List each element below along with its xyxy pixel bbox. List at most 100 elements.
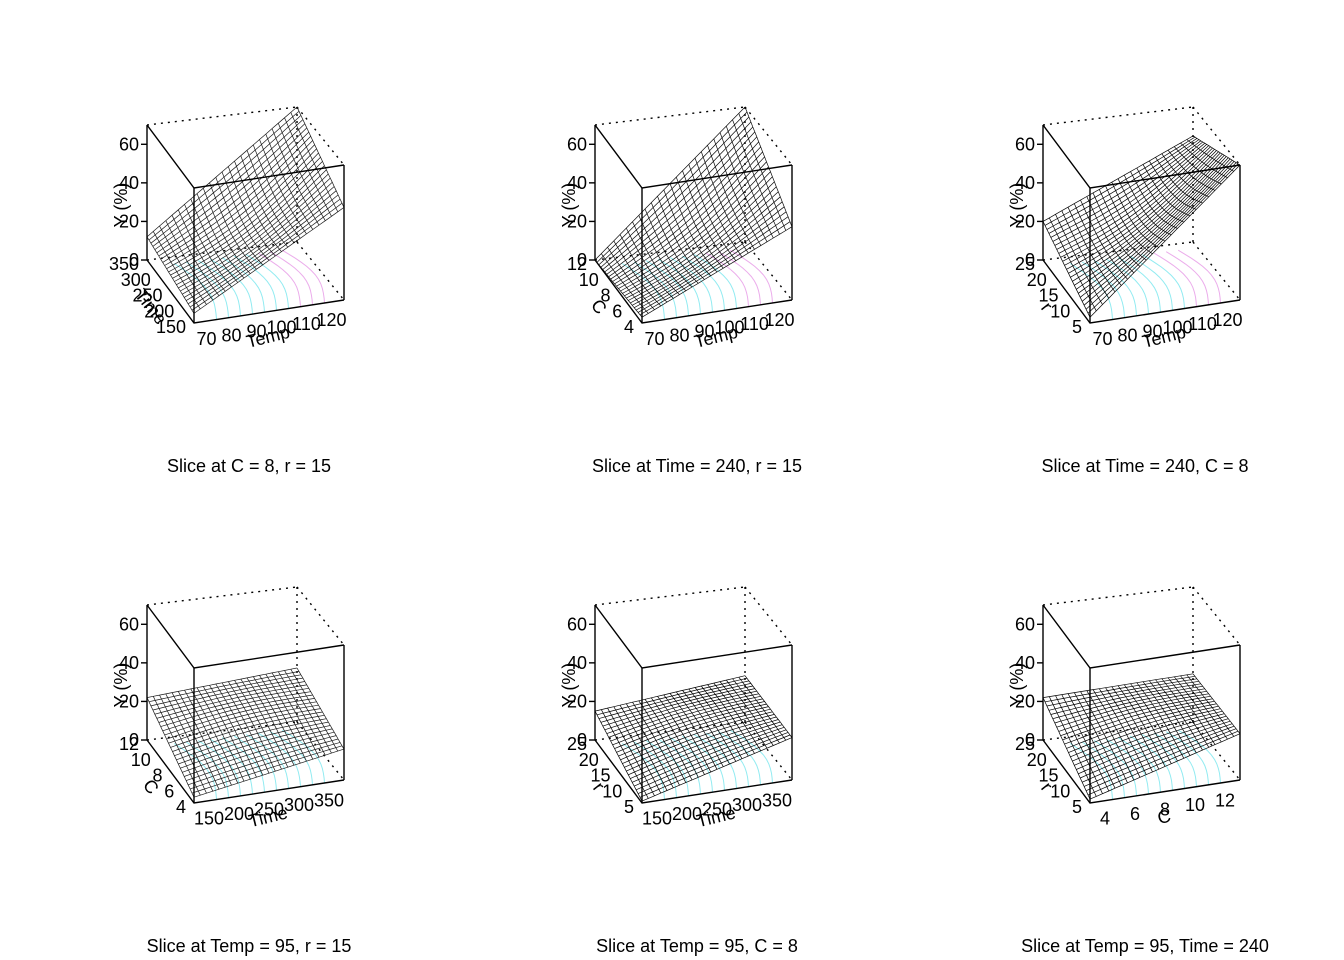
contour-line <box>269 731 313 785</box>
x-tick-label: 350 <box>762 790 792 810</box>
panel-caption: Slice at Temp = 95, Time = 240 <box>1021 936 1269 956</box>
z-tick-label: 20 <box>567 211 587 231</box>
mesh-line <box>1111 686 1160 770</box>
y-tick-label: 20 <box>1027 750 1047 770</box>
contour-line <box>621 263 665 320</box>
x-tick-label: 150 <box>194 809 224 829</box>
z-tick-label: 40 <box>1015 173 1035 193</box>
y-tick-label: 25 <box>1015 254 1035 274</box>
x-tick-label: 110 <box>292 314 321 334</box>
z-axis-label: Y (%) <box>111 663 131 708</box>
contour-line <box>1069 263 1113 320</box>
x-tick-label: 200 <box>672 804 702 824</box>
z-tick-label: 20 <box>1015 211 1035 231</box>
hidden-edge <box>594 106 746 126</box>
x-tick-label: 120 <box>1212 310 1242 330</box>
mesh-line <box>1083 161 1235 306</box>
hidden-edge <box>1042 586 1194 606</box>
x-tick-label: 100 <box>1162 318 1192 338</box>
mesh-line <box>178 173 329 289</box>
z-tick-label: 0 <box>129 730 139 750</box>
x-tick-label: 12 <box>1215 790 1235 810</box>
y-tick-label: 20 <box>1027 270 1047 290</box>
y-tick-label: 6 <box>164 781 174 801</box>
mesh-line <box>1174 146 1222 185</box>
y-tick-label: 10 <box>1050 781 1070 801</box>
mesh-line <box>146 667 298 698</box>
z-axis-label: Y (%) <box>559 663 579 708</box>
contour-line <box>1129 735 1173 791</box>
x-tick-label: 10 <box>1185 795 1205 815</box>
surface-mesh <box>146 667 345 798</box>
box-edge <box>1042 124 1241 189</box>
z-tick-label: 40 <box>1015 653 1035 673</box>
mesh-line <box>271 672 320 758</box>
surface-mesh <box>146 106 345 314</box>
mesh-line <box>1058 693 1209 732</box>
contour-line <box>705 252 749 307</box>
y-tick-label: 15 <box>1038 286 1058 306</box>
contour-line <box>729 249 773 304</box>
y-tick-label: 4 <box>624 317 634 337</box>
mesh-line <box>744 106 793 227</box>
y-tick-label: 10 <box>602 781 622 801</box>
y-tick-label: 25 <box>1015 734 1035 754</box>
panel-caption: Slice at Temp = 95, C = 8 <box>596 936 798 956</box>
x-tick-label: 4 <box>1100 809 1110 829</box>
mesh-line <box>1192 135 1241 166</box>
x-tick-label: 250 <box>702 800 732 820</box>
contour-line <box>1141 254 1185 309</box>
mesh-line <box>1048 139 1200 234</box>
contour-line <box>633 741 677 798</box>
x-tick-label: 6 <box>1130 804 1140 824</box>
mesh-line <box>1044 675 1196 703</box>
mesh-line <box>152 119 304 247</box>
mesh-line <box>738 676 787 741</box>
x-tick-label: 300 <box>284 795 314 815</box>
contour-line <box>281 249 325 304</box>
y-tick-label: 350 <box>109 254 139 274</box>
x-tick-label: 110 <box>1188 314 1217 334</box>
contour-line <box>257 732 301 787</box>
x-tick-label: 100 <box>714 318 744 338</box>
hidden-edge <box>594 586 746 606</box>
contour-line <box>1117 737 1161 793</box>
y-tick-label: 200 <box>144 301 174 321</box>
y-tick-label: 20 <box>579 750 599 770</box>
y-tick-label: 250 <box>132 286 162 306</box>
mesh-line <box>1050 140 1202 238</box>
hidden-edge <box>146 586 298 606</box>
hidden-edge <box>296 241 345 301</box>
z-tick-label: 20 <box>119 211 139 231</box>
contour-line <box>1165 251 1209 305</box>
contour-line <box>173 263 217 320</box>
contour-line <box>705 732 749 787</box>
contour-line <box>233 255 277 311</box>
z-tick-label: 60 <box>1015 614 1035 634</box>
mesh-line <box>1136 167 1184 223</box>
contour-line <box>197 740 241 796</box>
x-tick-label: 120 <box>764 310 794 330</box>
mesh-line <box>1046 678 1197 707</box>
mesh-line <box>1192 673 1241 734</box>
z-tick-label: 40 <box>119 653 139 673</box>
panel-caption: Slice at Temp = 95, r = 15 <box>147 936 352 956</box>
x-tick-label: 250 <box>254 800 284 820</box>
box-edge <box>146 124 345 189</box>
mesh-line <box>596 677 748 716</box>
x-tick-label: 150 <box>642 809 672 829</box>
contour-line <box>1093 260 1137 316</box>
z-tick-label: 60 <box>567 614 587 634</box>
mesh-line <box>187 194 339 305</box>
mesh-line <box>156 684 307 719</box>
y-tick-label: 10 <box>1050 301 1070 321</box>
mesh-line <box>159 694 207 794</box>
mesh-line <box>1186 674 1235 737</box>
contour-line <box>1177 249 1221 304</box>
x-tick-label: 120 <box>316 310 346 330</box>
hidden-edge <box>1192 241 1241 301</box>
hidden-edge <box>296 586 345 646</box>
contour-line <box>621 743 665 800</box>
